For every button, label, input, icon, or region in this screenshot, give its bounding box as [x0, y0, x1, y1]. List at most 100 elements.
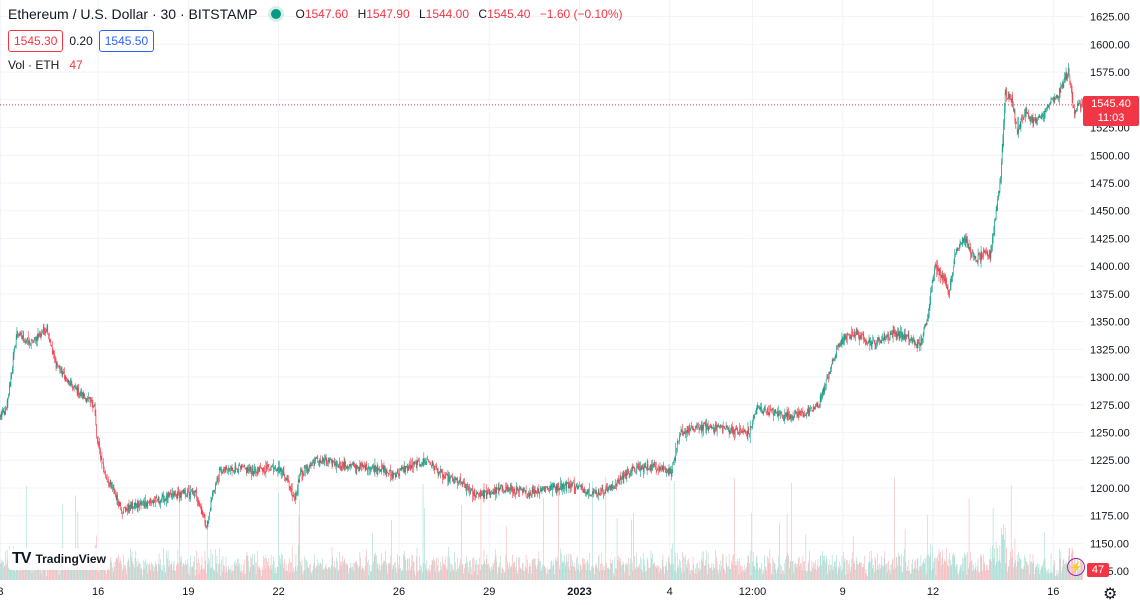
volume-bar	[429, 564, 431, 580]
candle-body	[451, 476, 452, 478]
price-chart[interactable]	[0, 0, 1083, 580]
candle-body	[885, 338, 886, 340]
volume-bar	[421, 567, 422, 580]
candle-body	[36, 337, 37, 342]
volume-bar	[644, 565, 646, 580]
candle-body	[651, 464, 652, 470]
volume-bar	[490, 571, 492, 580]
time-axis[interactable]: 3 16 19 22 26 29 2023 4 12:00 9 12 16	[0, 580, 1083, 605]
buy-price-button[interactable]: 1545.50	[98, 30, 155, 52]
candle-body	[118, 501, 119, 506]
candle-body	[565, 483, 567, 488]
volume-bar	[114, 567, 115, 580]
candle-body	[990, 249, 992, 259]
ohlc-values: O1547.60 H1547.90 L1544.00 C1545.40 −1.6…	[295, 7, 623, 21]
volume-bar	[368, 575, 370, 580]
volume-bar	[431, 564, 432, 580]
volume-bar	[604, 565, 606, 580]
volume-bar	[533, 558, 534, 580]
volume-bar	[925, 558, 926, 580]
volume-bar	[549, 568, 550, 580]
candle-body	[658, 469, 659, 470]
candle-body	[76, 388, 77, 389]
candle-body	[846, 334, 848, 340]
candle-body	[88, 397, 90, 399]
lightning-icon[interactable]: ⚡	[1067, 558, 1085, 576]
volume-bar	[30, 560, 32, 580]
candle-body	[126, 510, 127, 511]
volume-bar	[785, 559, 786, 580]
candle-body	[298, 479, 300, 482]
candle-body	[507, 486, 509, 490]
volume-bar	[561, 553, 562, 580]
volume-bar	[701, 559, 702, 580]
price-axis[interactable]: 1125.001150.001175.001200.001225.001250.…	[1083, 0, 1140, 580]
candle-body	[385, 469, 387, 475]
volume-bar	[967, 551, 968, 580]
volume-bar	[9, 569, 11, 580]
candle-body	[1070, 82, 1071, 85]
volume-bar	[485, 564, 486, 580]
candle-body	[1080, 103, 1081, 109]
volume-bar	[422, 483, 424, 580]
candle-body	[948, 291, 950, 296]
volume-bar	[711, 563, 713, 580]
candle-body	[212, 490, 214, 493]
volume-bar	[613, 575, 615, 580]
candle-body	[449, 474, 450, 482]
symbol-title[interactable]: Ethereum / U.S. Dollar · 30 · BITSTAMP	[8, 6, 258, 22]
volume-bar	[593, 567, 595, 580]
candle-body	[252, 469, 253, 475]
volume-bar	[318, 565, 320, 580]
volume-legend[interactable]: Vol · ETH 47	[8, 58, 83, 72]
candle-body	[278, 466, 279, 471]
candle-body	[79, 393, 81, 395]
candle-body	[870, 341, 871, 345]
candle-body	[153, 500, 155, 502]
gear-icon[interactable]: ⚙	[1103, 586, 1118, 603]
volume-bar	[755, 568, 756, 580]
volume-bar	[499, 562, 501, 580]
candle-body	[547, 487, 549, 490]
volume-bar	[354, 563, 355, 580]
volume-bar	[980, 554, 982, 580]
volume-bar	[482, 563, 484, 580]
volume-bar	[1059, 549, 1060, 580]
volume-bar	[570, 554, 571, 580]
candle-body	[477, 492, 479, 495]
candle-body	[1071, 84, 1072, 92]
volume-bar	[825, 556, 827, 580]
market-status-dot-icon[interactable]	[271, 9, 282, 19]
volume-bar	[562, 560, 564, 580]
volume-bar	[993, 558, 995, 580]
volume-bar	[901, 572, 903, 580]
volume-bar	[977, 565, 978, 580]
candle-body	[532, 489, 534, 494]
volume-bar	[1056, 569, 1058, 580]
candle-body	[92, 404, 94, 408]
candle-body	[774, 409, 776, 413]
tradingview-logo-text: TradingView	[35, 552, 106, 566]
candle-body	[154, 500, 155, 503]
volume-bar	[890, 573, 892, 580]
volume-bar	[614, 557, 616, 580]
candle-body	[195, 490, 197, 492]
tradingview-logo[interactable]: TV TradingView	[8, 548, 110, 570]
volume-bar	[493, 564, 495, 580]
candle-body	[799, 411, 801, 414]
volume-bar	[821, 565, 822, 580]
candle-body	[1052, 98, 1053, 100]
sell-price-button[interactable]: 1545.30	[8, 30, 64, 52]
candle-body	[551, 484, 552, 490]
volume-bar	[450, 571, 452, 580]
volume-bar	[236, 559, 238, 580]
candle-body	[503, 490, 504, 492]
volume-bar	[657, 564, 658, 580]
candle-body	[843, 339, 845, 344]
candle-body	[801, 411, 803, 413]
candle-body	[786, 413, 788, 420]
candle-body	[204, 514, 206, 523]
volume-bar	[211, 567, 213, 580]
candle-body	[51, 344, 52, 346]
volume-bar	[968, 568, 969, 580]
